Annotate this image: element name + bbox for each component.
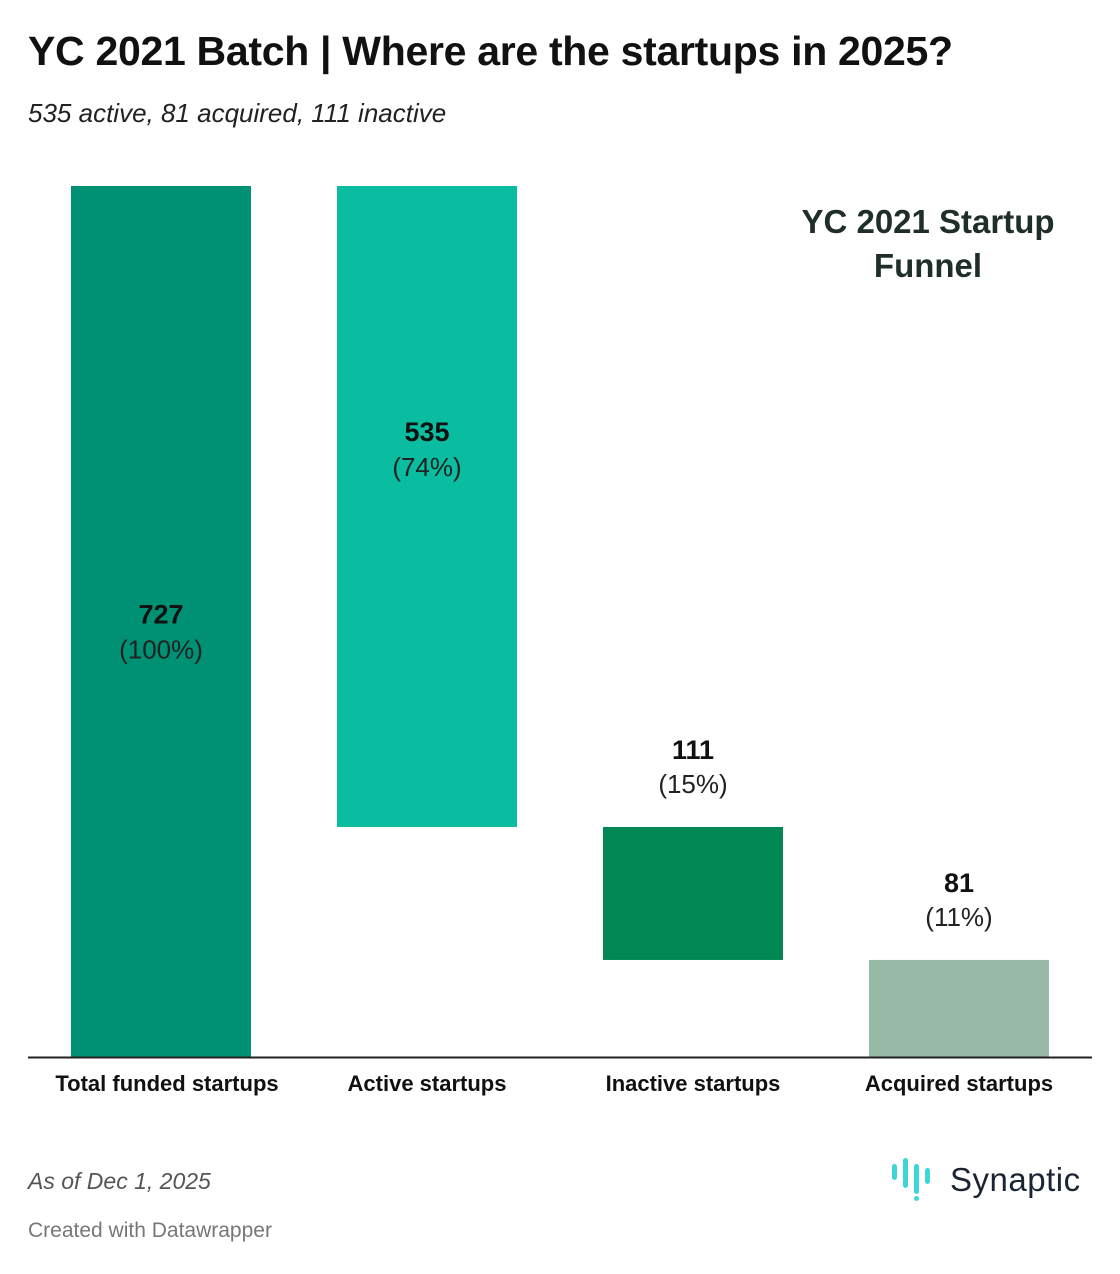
annotation-line-2: Funnel bbox=[873, 247, 983, 284]
bar-3[interactable] bbox=[603, 826, 783, 960]
percent-label-3: (15%) bbox=[658, 769, 727, 799]
category-label-3: Inactive startups bbox=[606, 1071, 781, 1096]
chart-credit[interactable]: Created with Datawrapper bbox=[28, 1219, 272, 1242]
bar-1[interactable] bbox=[71, 186, 251, 1057]
value-label-3: 111 bbox=[672, 735, 714, 765]
category-label-2: Active startups bbox=[348, 1071, 507, 1096]
bar-2[interactable] bbox=[337, 186, 517, 827]
percent-label-2: (74%) bbox=[392, 452, 461, 482]
chart-subtitle: 535 active, 81 acquired, 111 inactive bbox=[28, 98, 447, 128]
category-label-1: Total funded startups bbox=[55, 1071, 278, 1096]
chart-notes: As of Dec 1, 2025 bbox=[28, 1168, 211, 1194]
bar-4[interactable] bbox=[869, 959, 1049, 1057]
value-label-4: 81 bbox=[944, 868, 974, 898]
value-label-2: 535 bbox=[404, 417, 449, 447]
logo-text: Synaptic bbox=[950, 1161, 1081, 1198]
category-label-4: Acquired startups bbox=[865, 1071, 1053, 1096]
chart-title: YC 2021 Batch | Where are the startups i… bbox=[28, 28, 953, 74]
synaptic-logo: Synaptic bbox=[890, 1158, 1081, 1202]
value-label-1: 727 bbox=[138, 600, 183, 630]
synaptic-bars-icon bbox=[892, 1158, 930, 1201]
funnel-chart: 727 (100%) Total funded startups 535 (74%) Ac… bbox=[28, 186, 1092, 1096]
chart-annotation: YC 2021 Startup Funnel bbox=[770, 200, 1086, 288]
percent-label-1: (100%) bbox=[119, 635, 203, 665]
annotation-line-1: YC 2021 Startup bbox=[801, 203, 1055, 240]
percent-label-4: (11%) bbox=[925, 902, 992, 932]
